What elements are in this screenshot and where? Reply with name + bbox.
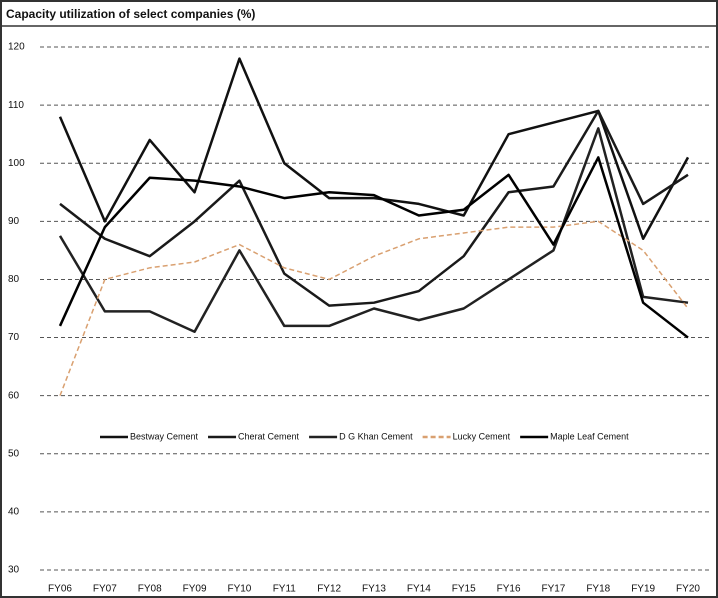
legend-label: Bestway Cement [130,431,199,441]
y-tick-label: 70 [8,332,20,343]
series-line [59,109,689,307]
y-tick-label: 120 [8,42,25,53]
x-tick-label: FY12 [317,584,341,595]
y-tick-label: 90 [8,216,20,227]
series-line [58,57,690,241]
x-tick-label: FY11 [273,584,297,595]
legend-label: Maple Leaf Cement [550,431,629,441]
series-line [59,220,689,396]
x-tick-label: FY09 [183,584,207,595]
y-tick-label: 50 [8,448,20,459]
y-tick-label: 110 [8,100,24,111]
x-tick-label: FY19 [631,584,655,595]
x-tick-label: FY18 [586,584,610,595]
y-tick-label: 80 [8,274,20,285]
legend-label: Lucky Cement [453,431,511,441]
x-tick-label: FY15 [452,584,476,595]
series-line [58,127,689,333]
y-tick-label: 100 [8,158,25,169]
y-tick-label: 40 [8,507,20,518]
legend-label: D G Khan Cement [339,431,413,441]
x-tick-label: FY17 [541,584,565,595]
series-line [58,156,689,339]
y-tick-label: 30 [8,565,20,576]
x-tick-label: FY07 [93,584,117,595]
chart-title: Capacity utilization of select companies… [6,7,255,21]
legend-label: Cherat Cement [238,431,300,441]
x-tick-label: FY16 [497,584,521,595]
x-tick-label: FY13 [362,584,386,595]
x-tick-label: FY20 [676,584,700,595]
y-tick-label: 60 [8,390,20,401]
x-tick-label: FY14 [407,584,431,595]
x-tick-label: FY06 [48,584,72,595]
x-tick-label: FY08 [138,584,162,595]
x-tick-label: FY10 [227,584,251,595]
